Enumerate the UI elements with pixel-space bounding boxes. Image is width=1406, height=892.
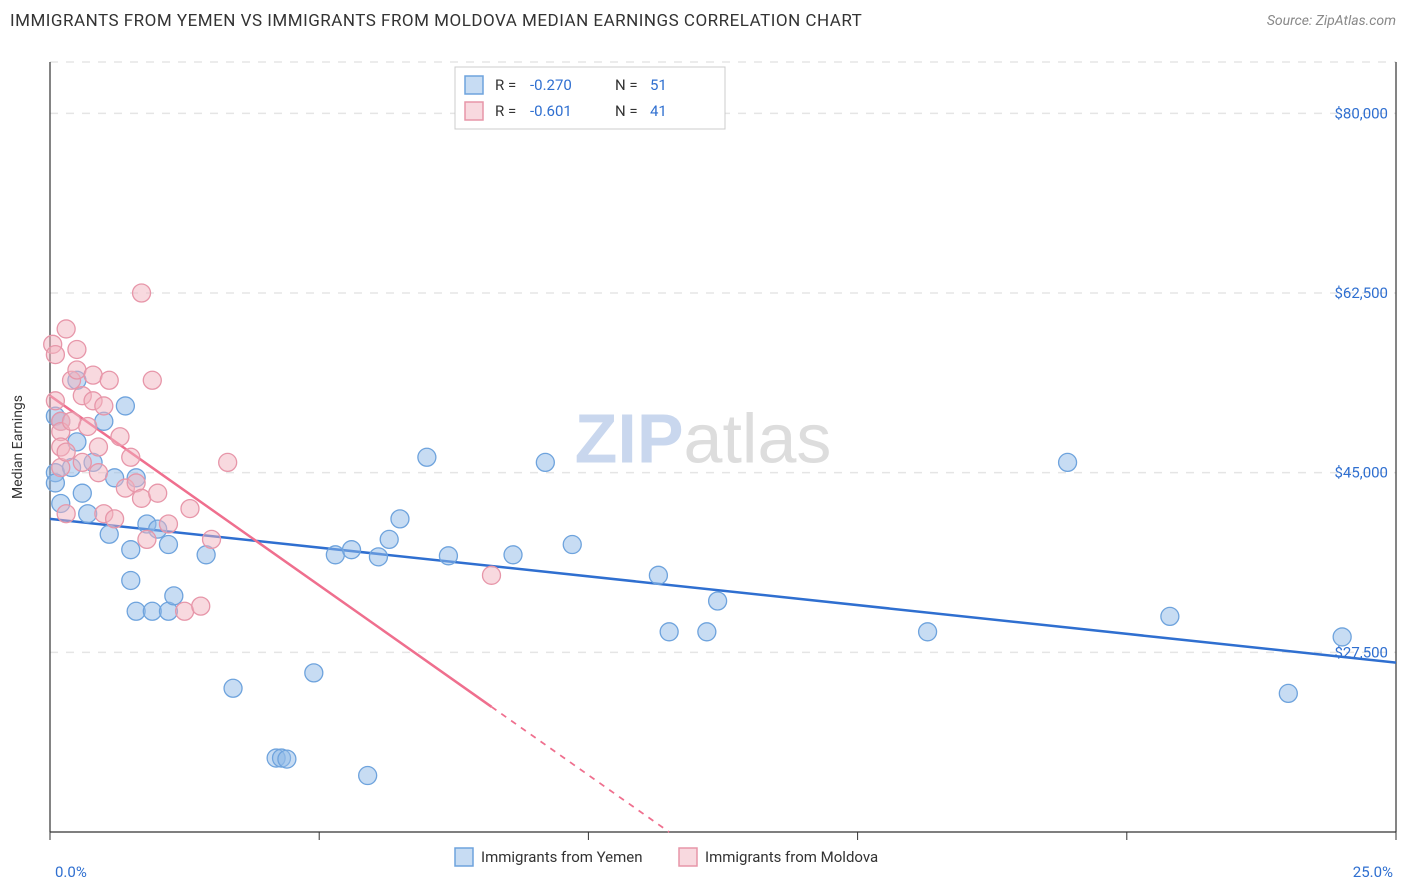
data-point [73,453,91,471]
data-point [1059,453,1077,471]
x-tick-label: 25.0% [1353,863,1393,881]
data-point [278,750,296,768]
data-point [418,448,436,466]
x-tick-label: 0.0% [55,863,87,881]
data-point [1333,628,1351,646]
chart-title: IMMIGRANTS FROM YEMEN VS IMMIGRANTS FROM… [10,11,862,31]
data-point [116,397,134,415]
legend-n-label: N = [615,76,638,94]
data-point [698,623,716,641]
data-point [79,505,97,523]
data-point [138,530,156,548]
y-tick-label: $45,000 [1334,464,1388,482]
data-point [68,361,86,379]
data-point [203,530,221,548]
regression-line [50,519,1396,663]
data-point [1161,607,1179,625]
data-point [482,566,500,584]
data-point [68,340,86,358]
data-point [122,448,140,466]
data-point [89,464,107,482]
data-point [84,366,102,384]
y-tick-label: $62,500 [1334,284,1388,302]
data-point [176,602,194,620]
data-point [133,489,151,507]
data-point [57,320,75,338]
data-point [122,541,140,559]
data-point [343,541,361,559]
data-point [224,679,242,697]
data-point [127,602,145,620]
data-point [919,623,937,641]
legend-n-value: 41 [650,102,667,120]
data-point [100,371,118,389]
y-axis-label: Median Earnings [10,395,26,499]
data-point [79,417,97,435]
legend-swatch [465,102,483,120]
data-point [181,500,199,518]
data-point [95,397,113,415]
legend-r-value: -0.601 [530,102,572,120]
watermark: ZIPatlas [575,399,832,477]
data-point [73,484,91,502]
data-point [149,484,167,502]
legend-r-label: R = [495,102,516,120]
data-point [391,510,409,528]
source-attribution: Source: ZipAtlas.com [1267,13,1396,29]
data-point [143,371,161,389]
data-point [159,515,177,533]
legend-r-value: -0.270 [530,76,572,94]
data-point [359,767,377,785]
data-point [536,453,554,471]
data-point [165,587,183,605]
data-point [111,428,129,446]
data-point [89,438,107,456]
bottom-legend-swatch [455,848,473,866]
data-point [106,510,124,528]
legend-n-label: N = [615,102,638,120]
data-point [649,566,667,584]
legend-n-value: 51 [650,76,667,94]
data-point [57,505,75,523]
data-point [439,547,457,565]
data-point [57,443,75,461]
scatter-chart: ZIPatlas0.0%25.0%$27,500$45,000$62,500$8… [0,42,1406,892]
data-point [133,284,151,302]
data-point [380,530,398,548]
chart-svg: ZIPatlas0.0%25.0%$27,500$45,000$62,500$8… [0,42,1406,892]
data-point [192,597,210,615]
data-point [660,623,678,641]
data-point [46,392,64,410]
legend-swatch [465,76,483,94]
data-point [305,664,323,682]
bottom-legend-label: Immigrants from Moldova [705,848,878,866]
data-point [159,536,177,554]
bottom-legend-label: Immigrants from Yemen [481,848,643,866]
data-point [709,592,727,610]
regression-line-extrapolated [491,707,669,832]
data-point [369,548,387,566]
data-point [1279,684,1297,702]
data-point [563,536,581,554]
data-point [63,412,81,430]
data-point [143,602,161,620]
data-point [326,546,344,564]
bottom-legend-swatch [679,848,697,866]
data-point [219,453,237,471]
data-point [122,571,140,589]
data-point [46,346,64,364]
data-point [504,546,522,564]
legend-r-label: R = [495,76,516,94]
y-tick-label: $80,000 [1334,104,1388,122]
chart-header: IMMIGRANTS FROM YEMEN VS IMMIGRANTS FROM… [0,0,1406,42]
